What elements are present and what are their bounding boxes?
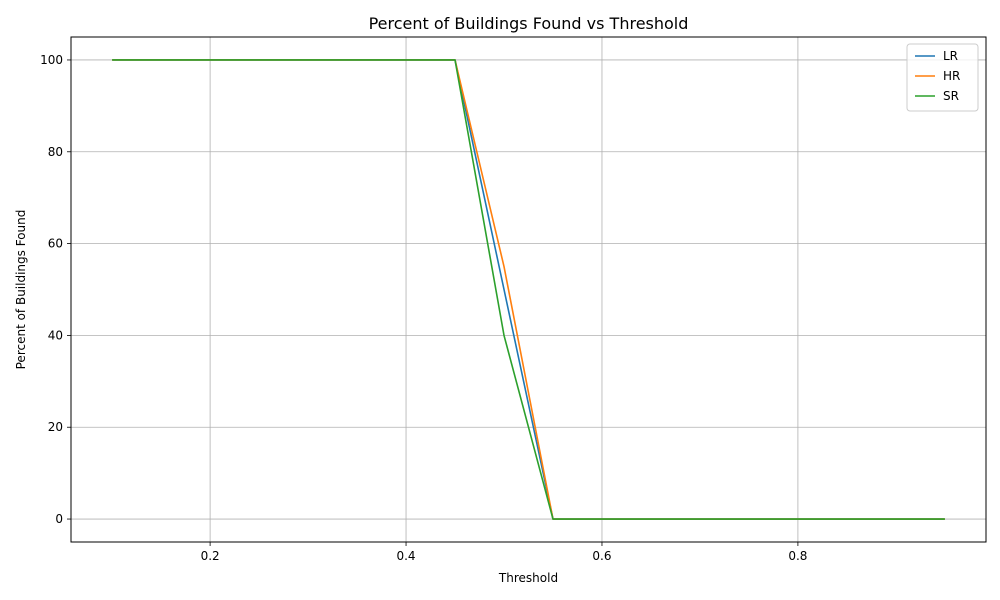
legend: LR HR SR [906,43,979,112]
y-axis-label: Percent of Buildings Found [14,210,28,370]
x-tick-label: 0.8 [788,549,807,563]
x-tick-label: 0.6 [592,549,611,563]
series-line-sr [112,59,945,520]
y-tick-label: 80 [48,145,63,159]
y-tick-label: 40 [48,328,63,342]
x-axis-label: Threshold [498,571,558,585]
x-tick-label: 0.4 [396,549,415,563]
plot-frame [70,36,987,543]
legend-label-hr: HR [943,69,960,83]
y-tick-label: 0 [55,512,63,526]
legend-label-sr: SR [943,89,959,103]
legend-label-lr: LR [943,49,958,63]
y-tick-label: 100 [40,53,63,67]
axis-ticks: 0.2 0.4 0.6 0.8 0 20 40 60 80 100 [40,53,807,563]
x-tick-label: 0.2 [201,549,220,563]
y-tick-label: 20 [48,420,63,434]
y-tick-label: 60 [48,237,63,251]
series-lines [112,59,945,520]
chart-title: Percent of Buildings Found vs Threshold [369,14,689,33]
legend-box [906,43,979,112]
